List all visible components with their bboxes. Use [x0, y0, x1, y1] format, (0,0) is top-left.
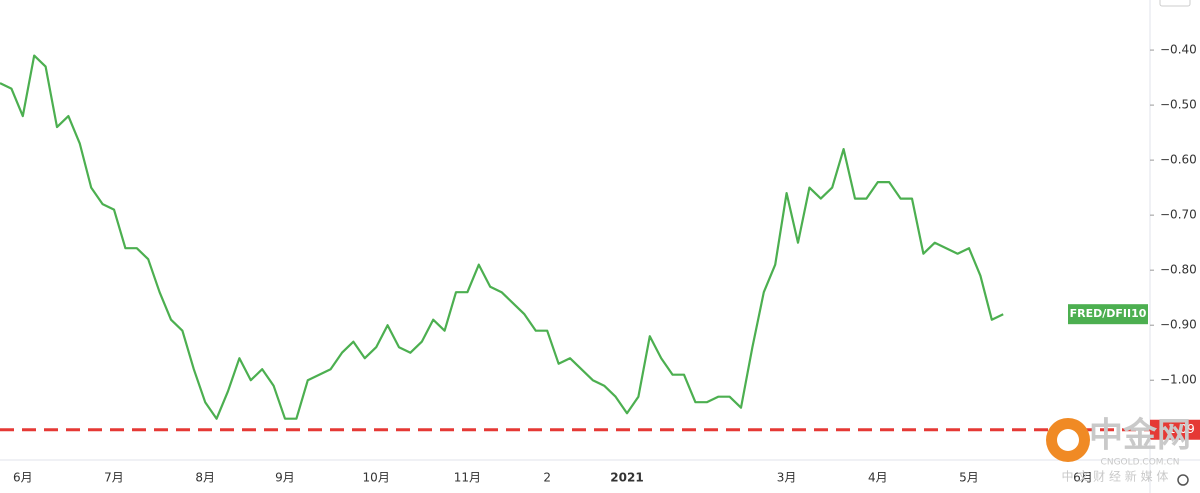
- reference-label: −1.09: [1158, 422, 1195, 436]
- y-tick-label: −0.80: [1160, 263, 1197, 277]
- x-tick-label: 6月: [1073, 471, 1093, 485]
- x-tick-label: 4月: [868, 471, 888, 485]
- settings-icon[interactable]: [1177, 474, 1189, 486]
- watermark-tagline: 中 文 财 经 新 媒 体: [1062, 469, 1169, 484]
- x-tick-label: 6月: [13, 471, 33, 485]
- x-tick-label: 5月: [959, 471, 979, 485]
- y-tick-label: −0.50: [1160, 98, 1197, 112]
- y-tick-label: −1.00: [1160, 373, 1197, 387]
- series-label-box: [1068, 304, 1148, 325]
- watermark-url: CNGOLD.COM.CN: [1101, 458, 1180, 468]
- y-tick-label: −0.40: [1160, 43, 1197, 57]
- x-tick-label: 8月: [195, 471, 215, 485]
- x-tick-label: 10月: [363, 471, 390, 485]
- legend-label: FRED/DFII10: [1070, 307, 1147, 320]
- watermark-name: 中金网: [1089, 416, 1191, 456]
- watermark-logo-inner: [1057, 429, 1079, 451]
- y-tick-label: −0.90: [1160, 318, 1197, 332]
- y-tick-label: −0.60: [1160, 153, 1197, 167]
- reference-label-box: [1150, 419, 1200, 440]
- series-line: [0, 54, 1004, 420]
- x-tick-label: 11月: [454, 471, 481, 485]
- plot-area: −0.40 −0.50 −0.60 −0.70 −0.80 −0.90 −1.00 6月 7月 8…: [0, 43, 1200, 485]
- x-tick-label: 7月: [104, 471, 124, 485]
- x-tick-label: 2: [543, 471, 551, 485]
- toolbar-button[interactable]: [1159, 0, 1191, 7]
- settings-gear[interactable]: [1177, 474, 1189, 486]
- x-tick-label: 3月: [777, 471, 797, 485]
- watermark: 中金网 CNGOLD.COM.CN 中 文 财 经 新 媒 体: [1046, 416, 1191, 484]
- x-tick-label: 9月: [275, 471, 295, 485]
- y-tick-label: −0.70: [1160, 208, 1197, 222]
- x-tick-label: 2021: [610, 471, 643, 485]
